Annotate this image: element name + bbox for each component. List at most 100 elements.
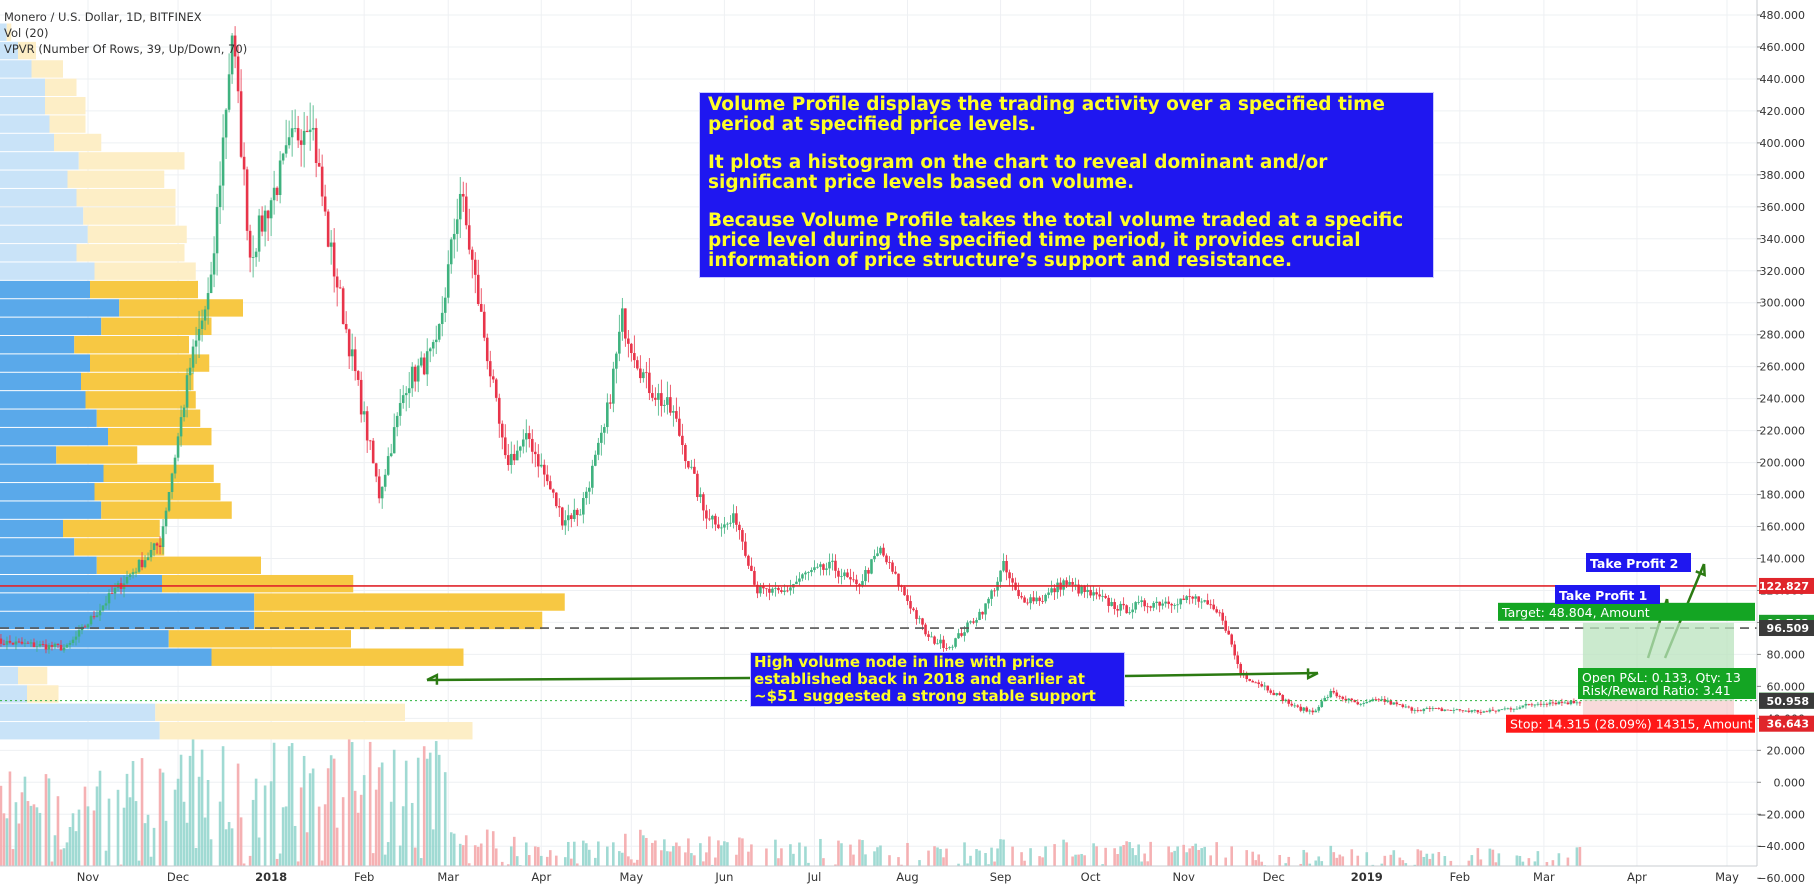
time-tick-label: May — [1715, 870, 1739, 884]
time-axis[interactable]: Nov Dec 2018 Feb Mar Apr May Jun Jul Aug Sep Oct Nov… — [0, 865, 1757, 888]
risk-reward-label[interactable]: Risk/Reward Ratio: 3.41 — [1582, 683, 1731, 698]
candle-body — [8, 640, 12, 643]
candle-body — [612, 368, 615, 404]
symbol-title[interactable]: Monero / U.S. Dollar, 1D, BITFINEX — [4, 10, 202, 24]
candle-body — [1458, 709, 1462, 711]
price-tag[interactable] — [1759, 715, 1814, 732]
price-axis[interactable]: 480.000 460.000 440.000 420.000 400.000 380.0… — [1756, 0, 1814, 888]
long-position-tool[interactable]: Target: 48.804, Amount Open P&L: 0.133, Q… — [1498, 553, 1756, 733]
candle-body — [918, 618, 921, 620]
price-tag-label[interactable]: 96.509 — [1767, 622, 1809, 635]
volume-bar — [134, 801, 138, 888]
volume-profile-up-bar — [0, 685, 27, 703]
volume-bar — [389, 801, 393, 888]
volume-bar — [422, 746, 426, 888]
candle-body — [95, 615, 99, 618]
candle-body — [801, 574, 804, 579]
volume-profile-down-bar — [254, 593, 565, 611]
candle-body — [981, 611, 984, 615]
price-tick-label: 480.000 — [1760, 9, 1806, 22]
volume-profile-down-bar — [119, 299, 243, 317]
candle-body — [891, 562, 894, 572]
candle-body — [1509, 708, 1513, 710]
candle-body — [1146, 606, 1149, 608]
candle-body — [1464, 710, 1468, 712]
candle-body — [248, 230, 252, 258]
volume-profile-up-bar — [0, 538, 75, 556]
candle-body — [38, 644, 42, 647]
open-pl-label-bg[interactable] — [1578, 668, 1756, 686]
price-tick-label: −20.000 — [1757, 808, 1805, 821]
target-label-bg[interactable] — [1498, 602, 1755, 621]
price-tag-label[interactable]: 50.958 — [1767, 695, 1809, 708]
price-tag[interactable] — [1759, 692, 1814, 709]
price-tag-label[interactable]: 36.643 — [1767, 718, 1809, 731]
volume-bar — [1065, 842, 1068, 888]
open-pl-label[interactable]: Open P&L: 0.133, Qty: 13 — [1582, 670, 1741, 685]
volume-bar — [416, 757, 420, 888]
candle-body — [104, 603, 108, 606]
candle-body — [257, 215, 261, 252]
volume-bar — [512, 836, 516, 888]
candle-body — [1476, 710, 1480, 713]
take-profit-1-label[interactable]: Take Profit 1 — [1559, 588, 1647, 603]
candle-body — [987, 598, 990, 604]
candle-body — [1329, 690, 1333, 698]
volume-bar — [329, 755, 333, 888]
candle-body — [1554, 702, 1558, 705]
volume-bar — [281, 807, 285, 888]
volume-bar — [182, 801, 186, 888]
candle-body — [1293, 705, 1297, 707]
candle-body — [1215, 609, 1218, 613]
explanation-paragraph-3: Because Volume Profile takes the total v… — [708, 210, 1404, 271]
volume-bar — [125, 773, 129, 888]
stop-label[interactable]: Stop: 14.315 (28.09%) 14315, Amount — [1510, 717, 1753, 732]
volume-profile-down-bar — [18, 666, 48, 685]
risk-reward-label-bg[interactable] — [1578, 683, 1756, 699]
candle-body — [35, 646, 39, 648]
volume-bar — [999, 839, 1002, 888]
volume-bar — [356, 812, 360, 888]
candle-body — [422, 357, 426, 375]
volume-bar — [1128, 842, 1131, 888]
volume-bar — [443, 772, 447, 888]
volume-bar — [699, 843, 702, 888]
candle-body — [167, 491, 171, 511]
candle-body — [705, 510, 708, 519]
candle-body — [1428, 708, 1432, 709]
volume-bar — [143, 823, 147, 888]
candle-body — [873, 555, 876, 560]
take-profit-2-label[interactable]: Take Profit 2 — [1590, 556, 1678, 571]
volume-profile-up-bar — [0, 60, 32, 78]
volume-profile-up-bar — [0, 630, 169, 648]
target-label[interactable]: Target: 48.804, Amount — [1501, 605, 1650, 620]
volume-bar — [284, 806, 288, 888]
stop-label-bg[interactable] — [1506, 714, 1755, 733]
candle-body — [843, 572, 846, 577]
candle-body — [1101, 595, 1104, 597]
volume-profile-up-bar — [0, 97, 45, 115]
volume-bar — [302, 755, 306, 888]
candle-body — [353, 349, 357, 372]
candle-body — [368, 440, 372, 442]
candle-body — [1011, 578, 1014, 583]
price-tag[interactable] — [1759, 620, 1814, 637]
price-tag[interactable] — [1759, 577, 1814, 594]
candle-body — [1098, 594, 1101, 597]
vpvr-indicator-label[interactable]: VPVR (Number Of Rows, 39, Up/Down, 70) — [4, 42, 248, 56]
take-profit-2-label-bg[interactable] — [1586, 553, 1691, 572]
take-profit-1-label-bg[interactable] — [1555, 585, 1660, 604]
candle-body — [554, 492, 558, 507]
candle-body — [449, 239, 453, 265]
price-tag-label[interactable]: 122.827 — [1759, 580, 1809, 593]
candle-body — [1521, 705, 1525, 708]
volume-bar — [152, 827, 156, 888]
candle-body — [1392, 702, 1396, 705]
candle-body — [434, 339, 438, 343]
candle-body — [530, 438, 534, 452]
candle-body — [654, 397, 657, 400]
candle-body — [1452, 710, 1456, 711]
volume-indicator-label[interactable]: Vol (20) — [4, 26, 49, 40]
candle-body — [1029, 597, 1032, 604]
